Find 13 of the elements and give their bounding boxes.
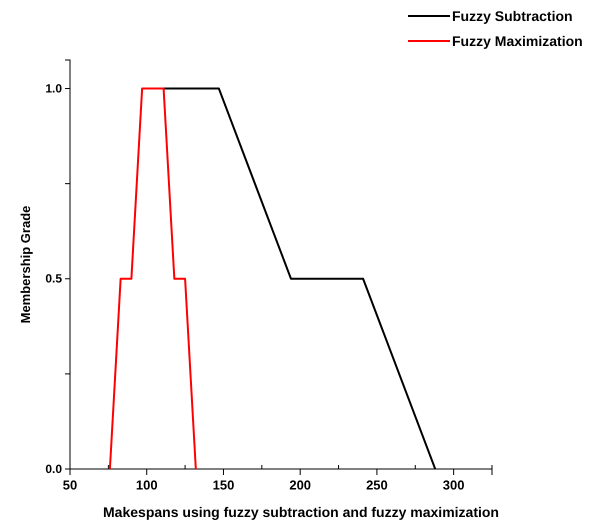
y-tick-label: 0.0: [45, 462, 62, 476]
x-tick-label: 150: [212, 478, 234, 493]
y-tick-label: 1.0: [45, 81, 62, 96]
x-tick-label: 250: [366, 478, 388, 493]
x-tick-label: 300: [442, 478, 464, 493]
x-axis-title: Makespans using fuzzy subtraction and fuzzy maximization: [103, 504, 499, 520]
legend-label: Fuzzy Subtraction: [452, 8, 573, 24]
y-axis-title: Membership Grade: [18, 206, 33, 324]
y-tick-label: 0.5: [45, 272, 62, 286]
x-tick-label: 200: [289, 478, 312, 493]
x-tick-label: 50: [62, 478, 78, 493]
legend-label: Fuzzy Maximization: [452, 33, 583, 49]
x-tick-label: 100: [136, 478, 158, 493]
